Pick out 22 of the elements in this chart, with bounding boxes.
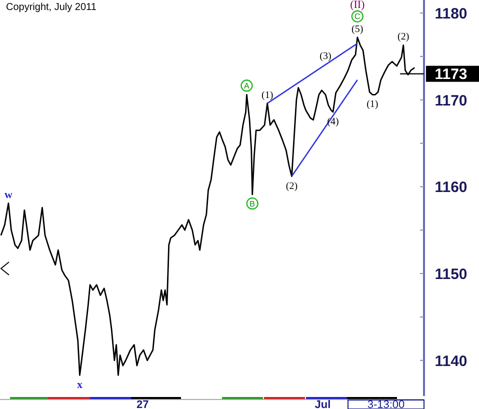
x-tick-label: Jul <box>314 399 331 409</box>
text: 3-13:00 <box>367 399 405 409</box>
x-tick-label: 27 <box>136 399 149 409</box>
y-tick-label: 1180 <box>434 5 468 22</box>
annotation: (II) <box>350 0 366 12</box>
y-tick-label: 1140 <box>434 352 468 370</box>
annotation: Copyright, July 2011 <box>6 2 97 13</box>
annotation: (2) <box>398 32 410 43</box>
annotation: A <box>244 81 250 90</box>
annotation: (1) <box>262 90 274 101</box>
annotation: C <box>354 12 361 22</box>
y-tick-label: 1150 <box>434 266 468 283</box>
ref-line-label: 1173 <box>434 66 468 84</box>
annotation: (5) <box>352 24 364 35</box>
annotation: x <box>76 379 83 392</box>
annotation: B <box>250 199 256 208</box>
annotation: w <box>4 189 12 202</box>
y-tick-label: 1160 <box>434 179 468 196</box>
annotation: (2) <box>286 180 298 192</box>
annotation: (1) <box>366 99 378 110</box>
y-tick-label: 1170 <box>434 92 468 110</box>
annotation: (3) <box>320 50 332 62</box>
